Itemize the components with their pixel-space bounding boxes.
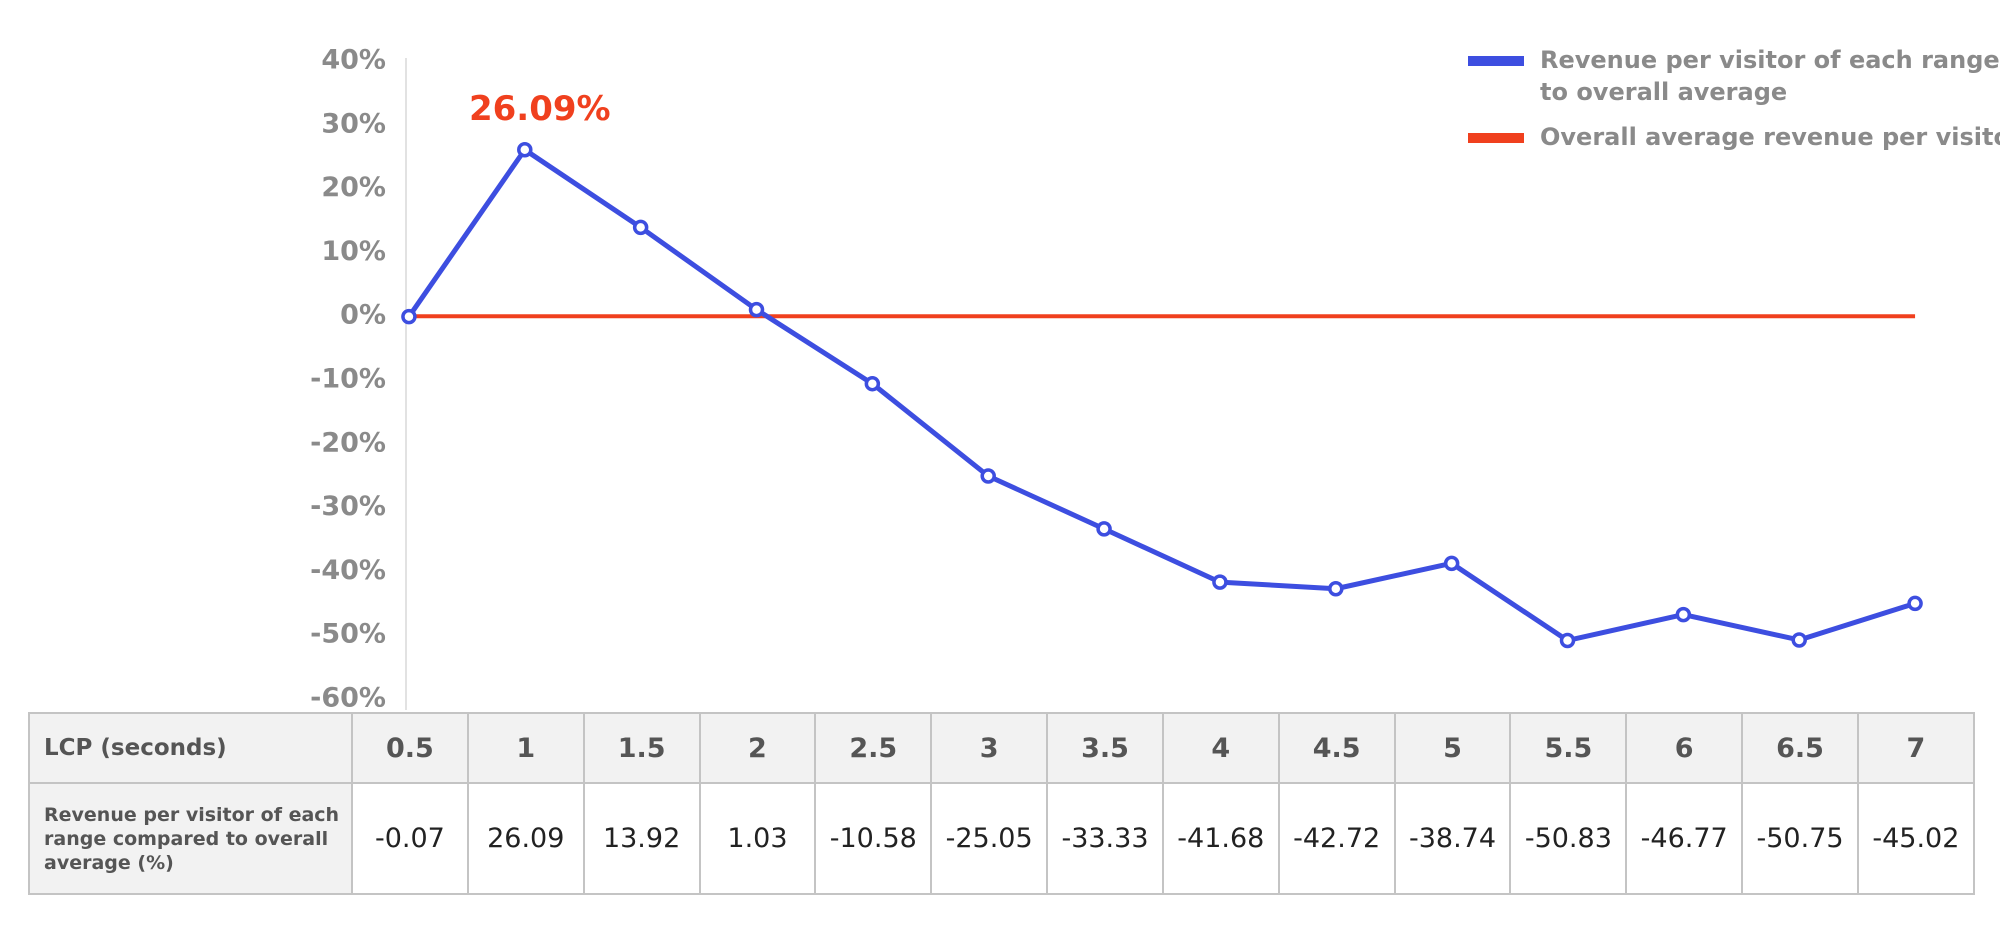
legend-label-line: Revenue per visitor of each range compar… <box>1540 46 2000 74</box>
x-tick-label: 6.5 <box>1741 712 1859 784</box>
table-value: 26.09 <box>466 782 585 895</box>
x-tick-label: 0.5 <box>351 712 469 784</box>
x-tick-label: 4.5 <box>1277 712 1396 784</box>
row-label: Revenue per visitor of each range compar… <box>28 782 353 895</box>
table-value: -45.02 <box>1856 782 1975 895</box>
data-point <box>1096 521 1112 537</box>
table-value: -50.83 <box>1509 782 1628 895</box>
table-value: -41.68 <box>1161 782 1280 895</box>
data-point <box>1791 632 1807 648</box>
x-tick-label: 1.5 <box>582 712 701 784</box>
y-tick-label: 20% <box>321 172 386 203</box>
data-point <box>1559 632 1576 649</box>
x-tick-label: 4 <box>1161 712 1280 784</box>
table-value: -33.33 <box>1046 782 1164 895</box>
legend-swatch <box>1468 56 1524 66</box>
table-value: -0.07 <box>351 782 469 895</box>
data-point <box>1212 574 1228 590</box>
table-value: 13.92 <box>582 782 701 895</box>
data-point <box>864 375 881 392</box>
x-label: LCP (seconds) <box>28 712 353 784</box>
y-tick-label: 10% <box>321 236 386 267</box>
table-value: -46.77 <box>1625 782 1744 895</box>
table-header-row: LCP (seconds) 0.5 1 1.5 2 2.5 3 3.5 4 4.5 5 5.5 6 6.… <box>28 712 1975 784</box>
table-value: -50.75 <box>1741 782 1859 895</box>
series-line <box>406 147 1916 643</box>
legend-label-line: to overall average <box>1540 78 1787 106</box>
x-tick-label: 2 <box>698 712 817 784</box>
data-point <box>1443 555 1460 572</box>
y-tick-label: -50% <box>310 619 386 650</box>
data-point <box>1328 581 1344 597</box>
y-tick-label: 40% <box>321 45 386 76</box>
y-tick-label: -30% <box>310 491 386 522</box>
table-value-row: Revenue per visitor of each range compar… <box>28 782 1975 895</box>
x-tick-label: 6 <box>1625 712 1744 784</box>
x-tick-label: 3 <box>930 712 1049 784</box>
x-tick-label: 3.5 <box>1046 712 1164 784</box>
data-point <box>980 468 996 484</box>
y-tick-label: -20% <box>310 427 386 458</box>
table-value: 1.03 <box>698 782 817 895</box>
data-point <box>1675 606 1692 623</box>
data-point <box>517 141 533 158</box>
table-value: -25.05 <box>930 782 1049 895</box>
legend-swatch <box>1468 133 1524 143</box>
data-point <box>748 301 765 318</box>
y-tick-label: -10% <box>310 364 386 395</box>
y-tick-label: -60% <box>310 683 386 711</box>
chart: 40% 30% 20% 10% 0% -10% -20% -30% -40% -50% -60% 26… <box>310 45 2000 711</box>
x-tick-label: 2.5 <box>814 712 933 784</box>
data-point <box>632 219 649 236</box>
data-point <box>1907 595 1923 612</box>
data-table: LCP (seconds) 0.5 1 1.5 2 2.5 3 3.5 4 4.5 5 5.5 6 6.… <box>28 712 1975 895</box>
y-tick-label: 0% <box>340 300 386 331</box>
table-value: -10.58 <box>814 782 933 895</box>
data-point <box>401 308 417 325</box>
table-value: -42.72 <box>1277 782 1396 895</box>
x-tick-label: 7 <box>1856 712 1975 784</box>
x-tick-label: 5.5 <box>1509 712 1628 784</box>
legend-label: Revenue per visitor of each range compar… <box>1540 46 2000 106</box>
y-tick-label: -40% <box>310 555 386 586</box>
legend-label: Overall average revenue per visitor <box>1540 123 2000 151</box>
y-tick-label: 30% <box>321 108 386 139</box>
annotation: 26.09% <box>469 89 611 129</box>
table-value: -38.74 <box>1393 782 1512 895</box>
x-tick-label: 1 <box>466 712 585 784</box>
x-tick-label: 5 <box>1393 712 1512 784</box>
